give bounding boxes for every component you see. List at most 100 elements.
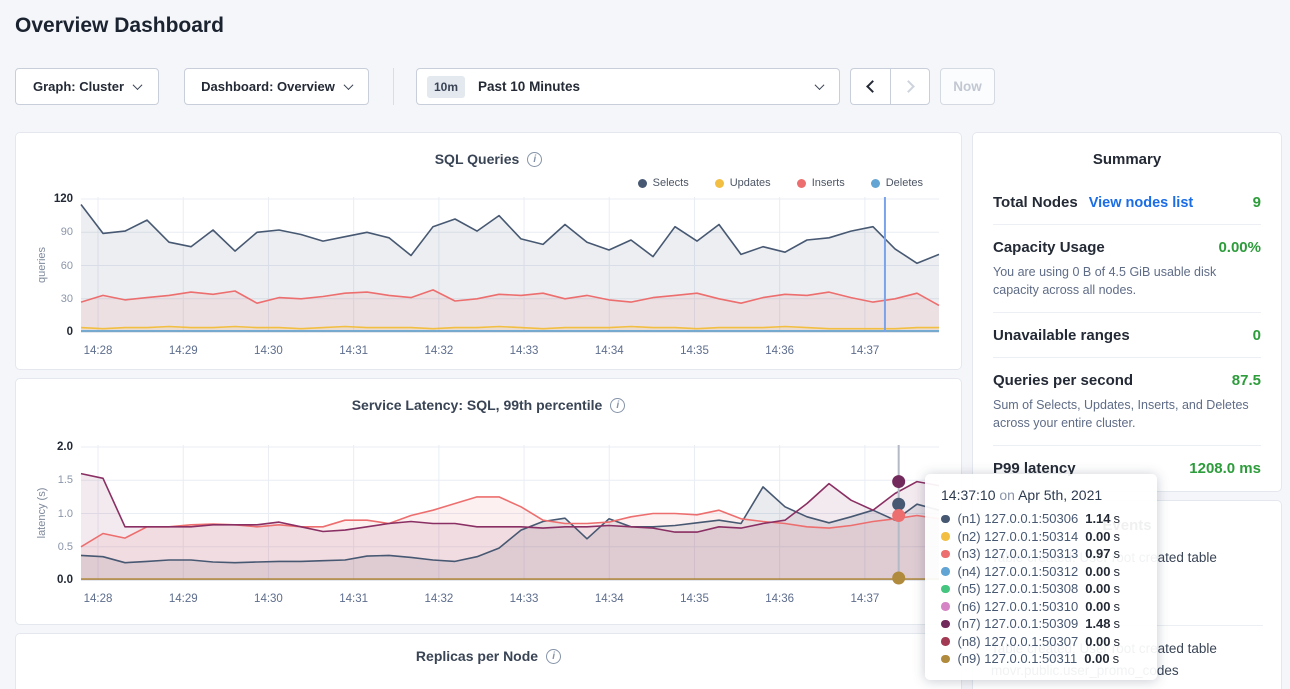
tooltip-date: Apr 5th, 2021	[1018, 487, 1102, 503]
legend-label: Deletes	[886, 177, 923, 189]
chevron-down-icon	[343, 80, 353, 90]
summary-row-value: 0	[1253, 327, 1261, 344]
legend-item-deletes[interactable]: Deletes	[871, 177, 923, 189]
chevron-down-icon	[815, 80, 825, 90]
legend-label: Inserts	[812, 177, 845, 189]
summary-row: Queries per second87.5 Sum of Selects, Up…	[993, 357, 1261, 445]
now-button[interactable]: Now	[940, 68, 995, 105]
summary-row-label: Queries per second	[993, 372, 1133, 389]
sql-queries-chart-card: SQL Queries i Selects Updates Inserts Delet…	[15, 132, 962, 370]
service-latency-chart-card: Service Latency: SQL, 99th percentile i …	[15, 378, 962, 625]
series-dot-icon	[941, 637, 950, 646]
summary-row-subtitle: Sum of Selects, Updates, Inserts, and De…	[993, 396, 1261, 432]
dashboard-controls: Graph: Cluster Dashboard: Overview 10m P…	[15, 68, 995, 105]
y-tick-label: 0	[67, 326, 73, 338]
series-dot-icon	[941, 532, 950, 541]
tooltip-node-value: 1.14	[1085, 511, 1110, 526]
tooltip-row: (n9) 127.0.0.1:503110.00s	[941, 650, 1141, 668]
tooltip-node-value: 0.00	[1085, 564, 1110, 579]
x-tick-label: 14:33	[510, 593, 539, 605]
legend-item-updates[interactable]: Updates	[715, 177, 771, 189]
tooltip-node-value: 0.00	[1084, 651, 1109, 666]
tooltip-node-label: (n7) 127.0.0.1:50309	[958, 616, 1079, 631]
x-tick-label: 14:37	[850, 345, 879, 357]
hover-point-dot	[892, 572, 905, 585]
x-tick-label: 14:37	[850, 593, 879, 605]
summary-row-value: 1208.0 ms	[1189, 460, 1261, 477]
tooltip-node-label: (n9) 127.0.0.1:50311	[958, 651, 1078, 666]
x-tick-label: 14:30	[254, 593, 283, 605]
chart-title-row: Replicas per Node i	[16, 634, 961, 664]
summary-row: Capacity Usage0.00% You are using 0 B of …	[993, 224, 1261, 312]
x-tick-label: 14:31	[339, 593, 368, 605]
y-tick-label: 60	[61, 260, 73, 272]
summary-row-label: Unavailable ranges	[993, 327, 1130, 344]
tooltip-node-label: (n3) 127.0.0.1:50313	[958, 546, 1079, 561]
summary-row-head: Queries per second87.5	[993, 372, 1261, 389]
chart-hover-tooltip: 14:37:10 on Apr 5th, 2021 (n1) 127.0.0.1…	[925, 474, 1157, 680]
service-latency-plot[interactable]: 0.00.51.01.52.014:2814:2914:3014:3114:32…	[81, 445, 939, 581]
x-tick-label: 14:28	[84, 593, 113, 605]
legend-label: Selects	[653, 177, 689, 189]
summary-row-head: Capacity Usage0.00%	[993, 239, 1261, 256]
info-icon[interactable]: i	[610, 398, 625, 413]
y-tick-label: 1.5	[58, 474, 73, 486]
tooltip-row: (n7) 127.0.0.1:503091.48s	[941, 615, 1141, 633]
tooltip-node-label: (n5) 127.0.0.1:50308	[958, 581, 1079, 596]
tooltip-node-value: 0.00	[1085, 634, 1110, 649]
series-dot-icon	[941, 602, 950, 611]
charts-column: SQL Queries i Selects Updates Inserts Delet…	[15, 132, 962, 689]
x-tick-label: 14:29	[169, 345, 198, 357]
series-dot-icon	[941, 620, 950, 629]
controls-divider	[393, 68, 394, 105]
summary-row-subtitle: You are using 0 B of 4.5 GiB usable disk…	[993, 263, 1261, 299]
time-range-picker[interactable]: 10m Past 10 Minutes	[416, 68, 840, 105]
chart-legend: Selects Updates Inserts Deletes	[638, 177, 923, 189]
tooltip-node-label: (n2) 127.0.0.1:50314	[958, 529, 1079, 544]
sql-queries-plot[interactable]: 030609012014:2814:2914:3014:3114:3214:33…	[81, 197, 939, 333]
chevron-down-icon	[133, 80, 143, 90]
tooltip-node-unit: s	[1114, 634, 1121, 649]
chart-title: Service Latency: SQL, 99th percentile	[352, 397, 603, 413]
legend-item-selects[interactable]: Selects	[638, 177, 689, 189]
hover-point-dot	[892, 498, 905, 511]
tooltip-node-value: 0.97	[1085, 546, 1110, 561]
summary-rows: Total NodesView nodes list9Capacity Usag…	[993, 180, 1261, 490]
x-tick-label: 14:34	[595, 345, 624, 357]
summary-row-label: Capacity Usage	[993, 239, 1105, 256]
tooltip-row: (n6) 127.0.0.1:503100.00s	[941, 598, 1141, 616]
tooltip-time: 14:37:10	[941, 487, 996, 503]
tooltip-row: (n4) 127.0.0.1:503120.00s	[941, 563, 1141, 581]
chart-title: Replicas per Node	[416, 648, 538, 664]
info-icon[interactable]: i	[546, 649, 561, 664]
tooltip-connector: on	[996, 487, 1019, 503]
tooltip-node-unit: s	[1114, 546, 1121, 561]
dashboard-selector-dropdown[interactable]: Dashboard: Overview	[184, 68, 369, 105]
tooltip-node-value: 0.00	[1085, 581, 1110, 596]
view-nodes-list-link[interactable]: View nodes list	[1089, 195, 1194, 211]
series-dot-icon	[941, 515, 950, 524]
legend-dot-icon	[715, 179, 724, 188]
chart-canvas[interactable]	[81, 197, 939, 333]
tooltip-row: (n5) 127.0.0.1:50308 0.00 s	[941, 580, 1141, 598]
tooltip-row: (n1) 127.0.0.1:503061.14s	[941, 510, 1141, 528]
overview-dashboard-page: Overview Dashboard Graph: Cluster Dashbo…	[0, 0, 1290, 689]
info-icon[interactable]: i	[527, 152, 542, 167]
x-tick-label: 14:34	[595, 593, 624, 605]
legend-item-inserts[interactable]: Inserts	[797, 177, 845, 189]
series-dot-icon	[941, 567, 950, 576]
tooltip-node-label: (n8) 127.0.0.1:50307	[958, 634, 1079, 649]
tooltip-node-unit: s	[1114, 581, 1121, 596]
chart-canvas[interactable]	[81, 445, 939, 581]
next-time-button[interactable]	[890, 68, 930, 105]
tooltip-node-label: (n4) 127.0.0.1:50312	[958, 564, 1079, 579]
tooltip-node-unit: s	[1114, 511, 1121, 526]
chart-title: SQL Queries	[435, 151, 520, 167]
series-dot-icon	[941, 550, 950, 559]
summary-row-label: Total Nodes	[993, 194, 1078, 211]
graph-selector-dropdown[interactable]: Graph: Cluster	[15, 68, 159, 105]
tooltip-row: (n8) 127.0.0.1:50307 0.00 s	[941, 633, 1141, 651]
prev-time-button[interactable]	[850, 68, 890, 105]
dashboard-selector-label: Dashboard: Overview	[201, 79, 335, 94]
chevron-left-icon	[866, 80, 879, 93]
